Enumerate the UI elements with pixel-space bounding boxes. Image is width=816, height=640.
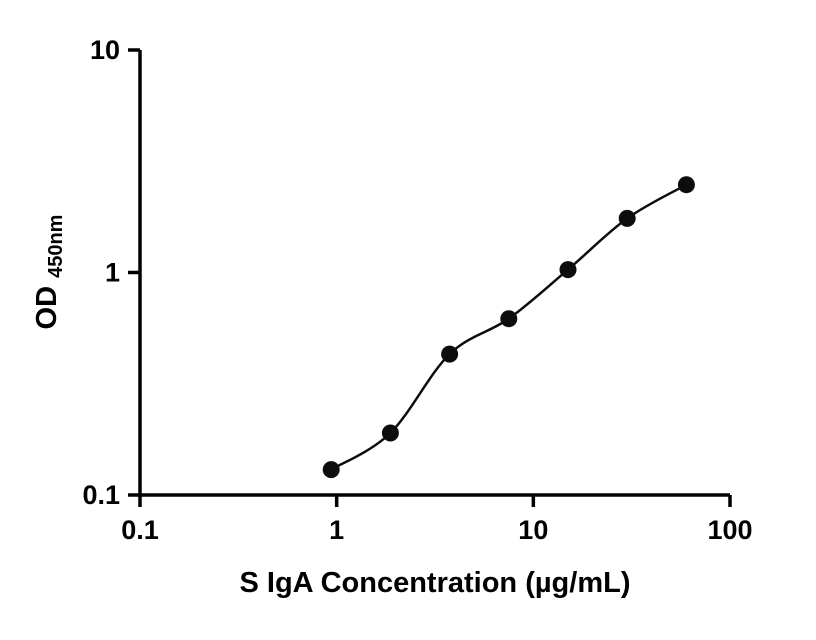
x-tick-label: 1 (329, 515, 344, 545)
y-tick-label: 10 (90, 35, 120, 65)
data-point (381, 424, 399, 442)
y-tick-label: 1 (105, 258, 120, 288)
data-point (677, 176, 695, 194)
axes-lines (138, 50, 730, 497)
x-tick-label: 100 (707, 515, 752, 545)
data-point (500, 310, 518, 328)
data-point (441, 345, 459, 363)
y-axis-label-subscript: 450nm (45, 215, 67, 278)
data-point (618, 209, 636, 227)
y-axis-label: OD 450nm (31, 215, 67, 330)
y-tick-label: 0.1 (82, 480, 120, 510)
data-point (559, 261, 577, 279)
x-tick-label: 10 (518, 515, 548, 545)
y-axis-label-main: OD (31, 286, 63, 330)
x-axis-label: S IgA Concentration (µg/mL) (239, 567, 630, 599)
data-point (322, 461, 340, 479)
x-tick-label: 0.1 (121, 515, 159, 545)
plot-area: 0.1 1 10 100 0.1 1 10 (82, 35, 752, 545)
